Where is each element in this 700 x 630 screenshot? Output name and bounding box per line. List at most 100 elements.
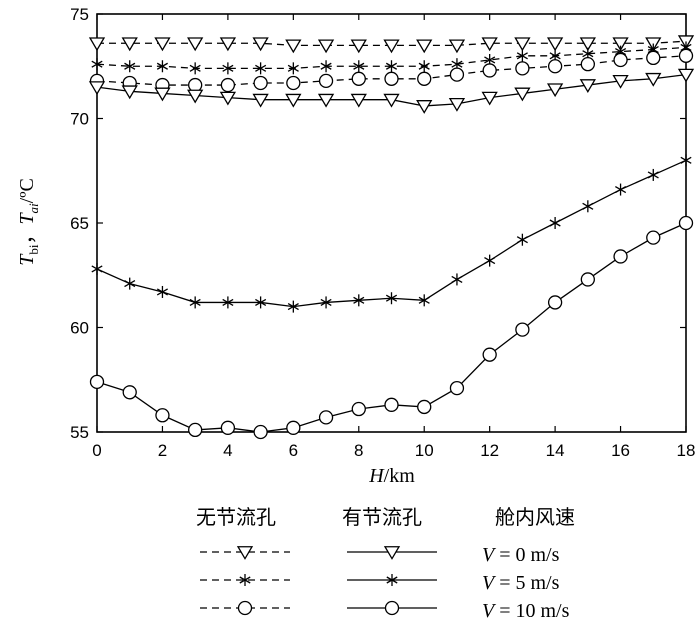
y-axis-title: Tbi，Tai/ºC bbox=[16, 178, 41, 266]
data-point bbox=[287, 62, 299, 75]
legend: 无节流孔 有节流孔 舱内风速 V = 0 m/s V = 5 m/s V = 1… bbox=[196, 505, 575, 622]
data-point bbox=[417, 71, 432, 86]
data-point bbox=[91, 262, 103, 275]
data-point bbox=[678, 215, 694, 231]
legend-header-orifice: 有节流孔 bbox=[342, 505, 422, 529]
data-point bbox=[320, 60, 332, 73]
data-point bbox=[416, 39, 433, 54]
data-point bbox=[515, 61, 530, 76]
legend-header-wind-speed: 舱内风速 bbox=[495, 505, 575, 529]
data-point bbox=[89, 374, 105, 389]
x-tick-label: 4 bbox=[223, 441, 232, 460]
data-point bbox=[580, 57, 595, 72]
data-point bbox=[121, 37, 138, 52]
legend-label-wind-0: V = 0 m/s bbox=[482, 544, 560, 566]
data-point bbox=[252, 93, 269, 108]
data-point bbox=[449, 380, 465, 396]
data-point bbox=[383, 39, 400, 54]
data-point bbox=[646, 50, 661, 66]
y-tick-label: 70 bbox=[70, 110, 89, 129]
x-tick-label: 12 bbox=[480, 441, 499, 460]
data-point bbox=[156, 60, 168, 73]
x-tick-label: 0 bbox=[92, 441, 101, 460]
data-point bbox=[516, 233, 528, 246]
y-tick-label: 55 bbox=[70, 423, 89, 442]
data-point bbox=[678, 48, 694, 63]
data-point bbox=[645, 72, 662, 87]
data-point bbox=[121, 85, 138, 100]
data-point bbox=[252, 37, 269, 52]
data-point bbox=[255, 62, 267, 75]
data-point bbox=[514, 37, 531, 52]
data-point bbox=[187, 37, 204, 52]
data-point bbox=[320, 296, 332, 309]
data-point bbox=[448, 97, 466, 112]
data-point bbox=[385, 60, 398, 73]
data-point bbox=[482, 63, 497, 78]
data-point bbox=[253, 75, 268, 91]
data-point bbox=[155, 408, 170, 423]
data-point bbox=[351, 401, 366, 417]
data-point bbox=[188, 422, 203, 438]
data-point bbox=[187, 89, 204, 104]
x-tick-label: 10 bbox=[415, 441, 434, 460]
data-point bbox=[482, 347, 497, 362]
x-tick-label: 2 bbox=[158, 441, 167, 460]
data-point bbox=[384, 71, 399, 86]
data-point bbox=[613, 249, 628, 264]
data-point bbox=[484, 254, 496, 267]
data-point bbox=[88, 37, 106, 52]
data-point bbox=[383, 93, 400, 108]
data-point bbox=[384, 397, 399, 412]
data-point bbox=[220, 420, 236, 435]
y-tick-label: 60 bbox=[70, 319, 89, 338]
data-point bbox=[646, 230, 661, 245]
data-point bbox=[579, 79, 596, 93]
data-point bbox=[418, 294, 430, 307]
data-point bbox=[154, 37, 171, 52]
data-point bbox=[448, 39, 466, 54]
data-point bbox=[580, 272, 595, 287]
x-tick-label: 8 bbox=[354, 441, 363, 460]
y-tick-label: 75 bbox=[70, 5, 89, 24]
legend-marker bbox=[383, 546, 401, 560]
data-point bbox=[220, 77, 236, 93]
y-tick-label: 65 bbox=[70, 214, 89, 233]
series-line bbox=[96, 159, 687, 308]
data-point bbox=[222, 62, 234, 75]
x-tick-label: 18 bbox=[677, 441, 696, 460]
data-point bbox=[124, 277, 136, 290]
data-point bbox=[582, 200, 594, 213]
data-point bbox=[449, 67, 465, 82]
data-point bbox=[350, 39, 367, 54]
data-point bbox=[286, 420, 301, 435]
data-point bbox=[451, 273, 463, 286]
data-point bbox=[353, 294, 365, 307]
data-point bbox=[647, 168, 659, 181]
data-point bbox=[317, 39, 335, 54]
data-point bbox=[154, 87, 171, 102]
data-point bbox=[612, 74, 629, 89]
data-point bbox=[91, 58, 103, 71]
legend-header-no-orifice: 无节流孔 bbox=[196, 505, 276, 529]
data-point bbox=[516, 49, 528, 62]
x-axis-title: H/km bbox=[368, 465, 415, 487]
series-layer bbox=[88, 35, 695, 440]
data-point bbox=[286, 75, 301, 91]
legend-marker bbox=[239, 574, 251, 586]
data-point bbox=[680, 154, 692, 167]
data-point bbox=[219, 91, 237, 106]
legend-label-wind-5: V = 5 m/s bbox=[482, 572, 560, 594]
data-point bbox=[481, 91, 498, 106]
data-point bbox=[189, 62, 201, 75]
legend-marker bbox=[237, 600, 253, 616]
data-point bbox=[156, 285, 168, 298]
data-point bbox=[615, 183, 627, 196]
data-point bbox=[547, 59, 563, 74]
x-tick-label: 14 bbox=[546, 441, 565, 460]
data-point bbox=[546, 83, 564, 98]
data-point bbox=[416, 100, 433, 114]
data-point bbox=[514, 87, 531, 102]
data-point bbox=[418, 60, 430, 73]
